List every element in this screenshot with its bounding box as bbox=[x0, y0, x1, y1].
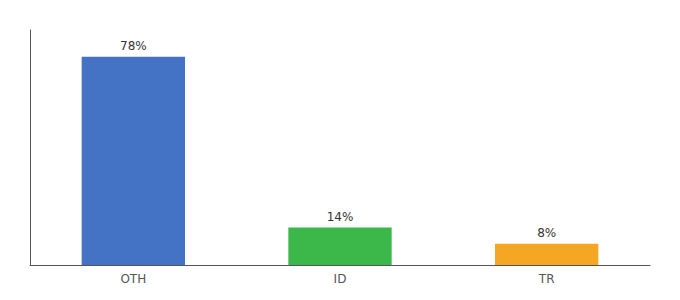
svg-text:ID: ID bbox=[334, 272, 347, 286]
svg-text:8%: 8% bbox=[537, 226, 556, 240]
svg-text:14%: 14% bbox=[327, 210, 354, 224]
svg-text:OTH: OTH bbox=[120, 272, 146, 286]
svg-text:TR: TR bbox=[538, 272, 555, 286]
svg-text:78%: 78% bbox=[120, 39, 147, 53]
